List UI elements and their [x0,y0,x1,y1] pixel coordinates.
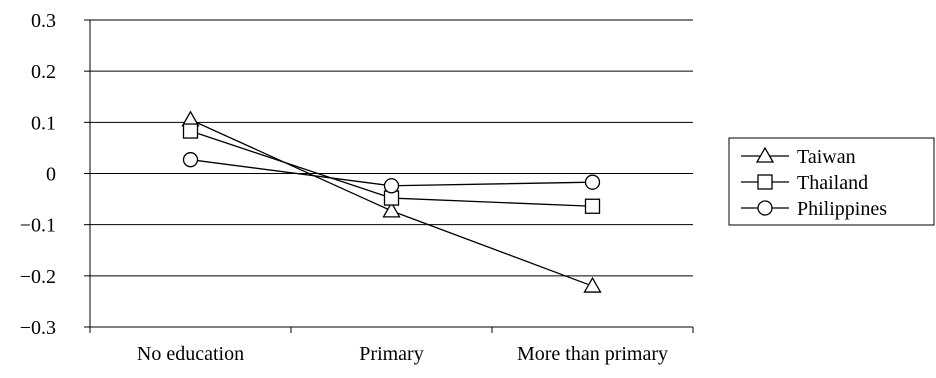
y-tick-label: 0 [46,164,56,186]
legend: Taiwan Thailand Philippines [728,137,935,226]
data-point-philippines [584,174,601,190]
data-point-philippines [383,178,400,194]
legend-marker-thailand [757,174,773,190]
data-point-thailand [182,123,199,139]
data-point-taiwan [583,276,602,293]
y-tick-label: 0.1 [31,112,56,134]
axes: 0.3 0.2 0.1 0 −0.1 −0.2 −0.3 No education Primar… [20,10,694,365]
legend-label-thailand: Thailand [797,172,868,194]
legend-marker-taiwan [755,146,775,163]
x-tick-label: Primary [359,343,423,365]
grid-lines [90,19,693,277]
x-tick-label: More than primary [517,343,668,365]
legend-marker-philippines [757,200,773,216]
y-tick-label: 0.3 [31,10,56,32]
data-point-thailand [584,198,601,214]
legend-label-philippines: Philippines [797,198,887,220]
series-lines [181,110,602,293]
y-tick-label: 0.2 [31,61,56,83]
y-tick-label: −0.3 [20,317,56,339]
legend-label-taiwan: Taiwan [797,146,856,168]
data-point-taiwan [382,201,401,218]
data-point-philippines [182,152,199,168]
x-tick-label: No education [137,343,244,365]
y-tick-label: −0.2 [20,266,56,288]
y-tick-label: −0.1 [20,215,56,237]
